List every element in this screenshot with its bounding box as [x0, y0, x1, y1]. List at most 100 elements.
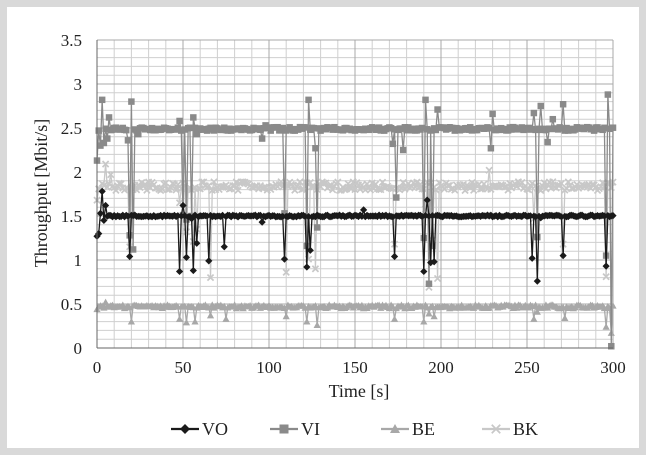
legend-label: VI	[301, 419, 320, 439]
data-point-vi	[604, 91, 612, 98]
data-point-vi	[105, 114, 113, 121]
data-point-vi	[123, 126, 130, 134]
data-point-vi	[485, 124, 493, 132]
data-point-vi	[124, 137, 132, 144]
data-point-vo	[389, 213, 397, 221]
data-point-vo	[528, 254, 536, 262]
data-point-vi	[487, 145, 495, 152]
data-point-vo	[280, 255, 289, 263]
data-point-vi	[190, 114, 197, 121]
data-point-vo	[609, 212, 617, 220]
legend-label: BK	[513, 419, 538, 439]
data-point-bk	[375, 185, 383, 194]
x-axis-title: Time [s]	[329, 381, 390, 401]
data-point-vi	[191, 124, 199, 132]
data-point-bk	[163, 185, 172, 194]
data-point-be	[303, 318, 311, 325]
data-point-vi	[399, 146, 407, 154]
y-tick-labels: 0 0.5 1 1.5 2 2.5 3 3.5	[61, 31, 82, 358]
data-point-bk	[371, 180, 380, 188]
legend-item-vi: VI	[270, 419, 320, 439]
data-point-bk	[101, 160, 110, 168]
legend-marker-icon	[491, 424, 501, 434]
data-point-vi	[489, 110, 496, 118]
data-point-vi	[429, 242, 436, 250]
data-point-vi	[530, 109, 538, 117]
axes	[96, 40, 613, 349]
x-tick-label: 0	[93, 358, 102, 377]
data-point-be	[127, 318, 135, 325]
data-point-vi	[418, 124, 426, 132]
data-point-be	[126, 303, 134, 311]
data-point-vi	[422, 96, 429, 104]
data-point-vi	[387, 124, 395, 132]
series-vo	[93, 187, 617, 285]
y-tick-label: 0.5	[61, 295, 82, 314]
data-point-bk	[525, 186, 533, 194]
data-point-bk	[344, 180, 352, 188]
data-point-vo	[559, 252, 567, 260]
data-point-vi	[193, 130, 200, 138]
data-point-be	[600, 304, 608, 312]
y-tick-label: 1.5	[61, 207, 82, 226]
data-point-vo	[205, 257, 213, 265]
data-point-vi	[98, 96, 106, 104]
data-point-vo	[420, 267, 428, 276]
data-point-vi	[425, 280, 433, 287]
data-point-bk	[298, 185, 306, 194]
data-point-vo	[126, 252, 134, 261]
data-point-bk	[107, 170, 115, 179]
data-point-vi	[542, 126, 550, 134]
x-tick-label: 250	[514, 358, 540, 377]
data-point-vo	[100, 216, 108, 224]
data-point-vo	[425, 212, 433, 220]
data-point-be	[533, 308, 541, 315]
data-point-bk	[557, 179, 566, 188]
data-point-vo	[182, 253, 191, 261]
data-point-vi	[174, 124, 182, 131]
data-point-vi	[558, 125, 565, 132]
data-point-bk	[485, 166, 493, 174]
series-vi	[93, 91, 617, 350]
data-point-vo	[602, 262, 610, 270]
legend-item-be: BE	[381, 419, 435, 439]
legend-item-bk: BK	[482, 419, 538, 439]
y-axis-title: Throughput [Mbit/s]	[31, 119, 51, 268]
data-point-vi	[420, 234, 428, 242]
data-point-bk	[141, 180, 149, 188]
data-point-bk	[311, 265, 320, 273]
y-tick-label: 2.5	[61, 119, 82, 138]
data-point-bk	[234, 186, 242, 194]
data-point-vi	[532, 126, 539, 134]
x-tick-label: 100	[256, 358, 282, 377]
data-point-vi	[183, 216, 190, 223]
data-point-vi	[391, 126, 398, 133]
data-point-vi	[393, 194, 400, 201]
data-point-vi	[389, 140, 397, 148]
legend-marker-icon	[390, 424, 400, 433]
data-point-vo	[189, 266, 197, 275]
data-point-vi	[528, 125, 536, 133]
data-point-vo	[533, 277, 541, 285]
data-point-be	[532, 301, 540, 308]
x-tick-label: 50	[175, 358, 192, 377]
data-point-be	[182, 318, 191, 326]
data-point-vi	[95, 127, 102, 134]
legend-label: BE	[412, 419, 435, 439]
data-point-be	[420, 318, 428, 325]
data-point-be	[100, 304, 108, 311]
data-point-vi	[186, 124, 194, 131]
data-point-bk	[602, 273, 610, 281]
data-point-vi	[135, 130, 142, 138]
data-point-be	[602, 323, 610, 330]
data-point-be	[282, 312, 290, 320]
x-tick-labels: 0 50 100 150 200 250 300	[93, 358, 626, 377]
data-point-vi	[97, 142, 104, 149]
data-point-bk	[433, 274, 442, 283]
data-point-vi	[313, 224, 321, 231]
data-point-bk	[334, 178, 342, 186]
data-point-be	[390, 315, 399, 322]
data-point-vi	[303, 242, 311, 250]
data-point-vi	[609, 124, 617, 131]
data-point-be	[206, 311, 215, 319]
